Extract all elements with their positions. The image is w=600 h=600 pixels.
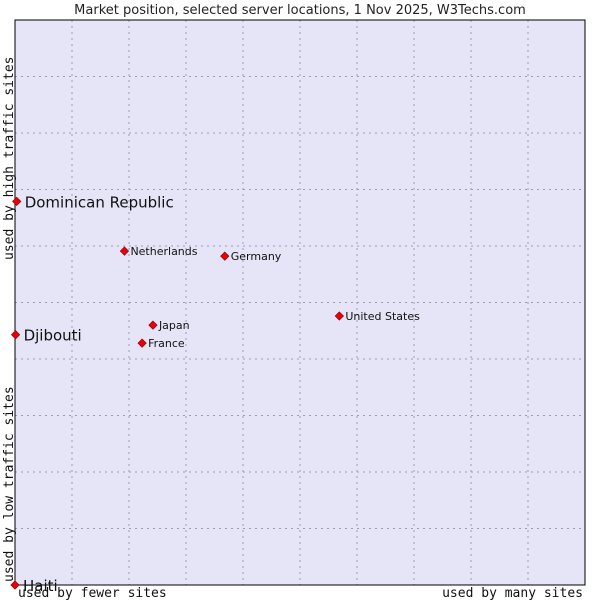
grid xyxy=(15,20,585,585)
label-france: France xyxy=(148,337,185,350)
marker-united-states xyxy=(334,311,344,321)
y-axis-label-top: used by high traffic sites xyxy=(2,57,17,261)
chart-title: Market position, selected server locatio… xyxy=(74,3,526,18)
marker-germany xyxy=(220,251,230,261)
label-djibouti: Djibouti xyxy=(24,327,82,345)
marker-haiti xyxy=(10,580,20,590)
label-germany: Germany xyxy=(231,250,282,263)
point-dominican-republic: Dominican Republic xyxy=(12,193,174,211)
label-haiti: Haiti xyxy=(23,577,58,595)
marker-dominican-republic xyxy=(12,196,22,206)
plot-border xyxy=(14,19,586,586)
point-united-states: United States xyxy=(334,310,420,323)
point-germany: Germany xyxy=(220,250,282,263)
x-axis-label-right: used by many sites xyxy=(442,586,583,600)
marker-netherlands xyxy=(119,246,130,256)
point-netherlands: Netherlands xyxy=(119,245,198,258)
label-united-states: United States xyxy=(345,310,420,323)
marker-japan xyxy=(148,320,158,330)
point-djibouti: Djibouti xyxy=(10,327,82,345)
label-japan: Japan xyxy=(158,319,190,332)
point-japan: Japan xyxy=(148,319,190,332)
point-france: France xyxy=(137,337,185,350)
x-axis-label-left: used by fewer sites xyxy=(18,586,167,600)
marker-france xyxy=(137,338,147,348)
y-axis-label-bottom: used by low traffic sites xyxy=(2,386,17,582)
label-dominican-republic: Dominican Republic xyxy=(25,193,174,211)
data-points: Dominican Republic Netherlands Germany Unit… xyxy=(10,193,420,595)
marker-djibouti xyxy=(10,330,21,340)
point-haiti: Haiti xyxy=(10,577,58,595)
label-netherlands: Netherlands xyxy=(130,245,197,258)
